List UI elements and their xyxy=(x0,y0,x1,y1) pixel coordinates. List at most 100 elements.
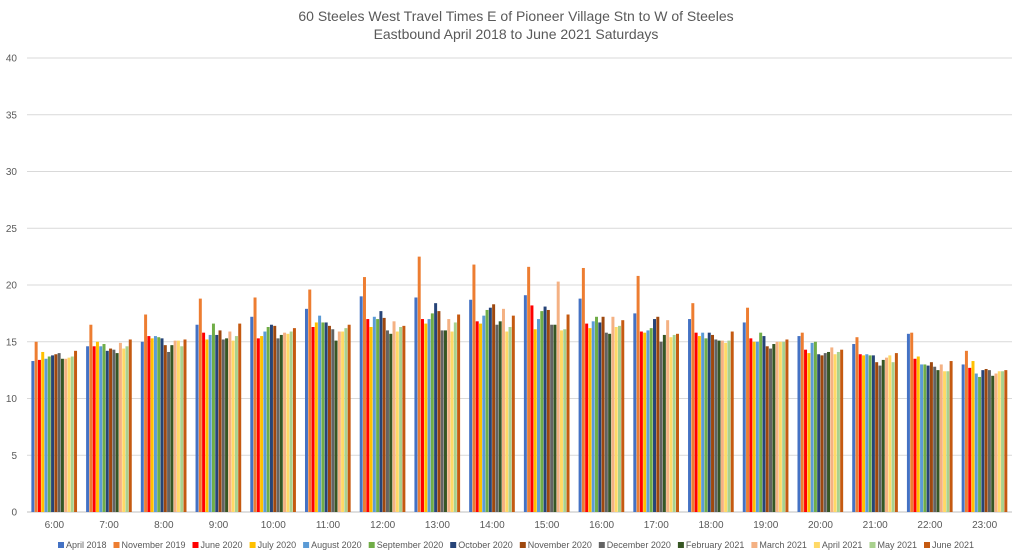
bar xyxy=(479,323,482,512)
bar xyxy=(717,340,721,512)
bar xyxy=(208,334,212,512)
bar xyxy=(974,373,978,512)
bar xyxy=(913,358,917,512)
y-tick-label: 35 xyxy=(6,110,18,121)
bar xyxy=(823,353,827,512)
x-tick-label: 10:00 xyxy=(261,520,286,531)
bar xyxy=(60,358,64,512)
bars xyxy=(31,256,1008,513)
bar xyxy=(785,339,789,512)
bar xyxy=(125,346,129,512)
bar xyxy=(427,319,431,512)
bar xyxy=(711,334,715,512)
bar xyxy=(546,309,550,512)
bar xyxy=(47,356,51,512)
bar xyxy=(150,338,154,512)
bar xyxy=(382,317,386,512)
bar xyxy=(250,316,254,512)
bar xyxy=(727,340,731,512)
y-axis-tick-labels: 0 5 10 15 20 25 30 35 40 xyxy=(6,54,18,519)
bar xyxy=(916,356,920,512)
bar xyxy=(775,341,779,512)
legend-label: July 2020 xyxy=(258,540,297,550)
legend-item: November 2020 xyxy=(519,540,592,550)
legend-label: June 2021 xyxy=(932,540,974,550)
x-tick-label: 7:00 xyxy=(99,520,119,531)
bar xyxy=(266,327,270,512)
chart-subtitle: Eastbound April 2018 to June 2021 Saturd… xyxy=(374,26,659,42)
bar xyxy=(70,356,74,512)
bar xyxy=(118,342,122,512)
bar xyxy=(414,297,418,512)
bar xyxy=(618,325,621,512)
bar xyxy=(402,325,406,512)
bar xyxy=(51,355,55,512)
legend-item: December 2020 xyxy=(598,540,671,550)
bar xyxy=(888,355,892,512)
legend-label: April 2018 xyxy=(66,540,107,550)
bar xyxy=(511,315,515,512)
y-tick-label: 0 xyxy=(11,508,17,519)
bar xyxy=(759,332,763,512)
bar xyxy=(556,281,560,512)
bar xyxy=(810,342,814,512)
bar xyxy=(41,351,45,512)
bar xyxy=(926,365,930,512)
legend: April 2018 November 2019 June 2020 July 202… xyxy=(58,540,974,550)
bar xyxy=(578,298,582,512)
y-tick-label: 15 xyxy=(6,337,18,348)
legend-item: May 2021 xyxy=(869,540,917,550)
bar xyxy=(991,375,995,512)
bar xyxy=(820,355,824,512)
bar xyxy=(170,345,174,512)
y-tick-label: 10 xyxy=(6,394,18,405)
bar xyxy=(115,353,119,512)
bar xyxy=(163,345,167,512)
bar xyxy=(636,275,640,512)
bar xyxy=(276,338,280,512)
legend-swatch xyxy=(598,542,605,548)
bar xyxy=(994,373,998,512)
bar xyxy=(981,370,985,513)
bar xyxy=(672,334,676,512)
bar xyxy=(836,351,840,512)
x-tick-label: 9:00 xyxy=(209,520,229,531)
bar xyxy=(978,376,982,512)
x-tick-label: 22:00 xyxy=(917,520,942,531)
bar xyxy=(987,370,991,513)
x-tick-label: 18:00 xyxy=(699,520,724,531)
x-tick-label: 14:00 xyxy=(480,520,505,531)
bar xyxy=(585,323,589,512)
bar xyxy=(440,330,444,512)
y-tick-label: 25 xyxy=(6,224,18,235)
bar xyxy=(720,340,724,512)
bar xyxy=(827,351,831,512)
bar xyxy=(160,338,164,512)
bar xyxy=(292,328,296,512)
bar xyxy=(279,334,283,512)
bar xyxy=(228,331,232,512)
bar xyxy=(344,328,348,512)
bar xyxy=(482,315,486,512)
bar xyxy=(311,327,315,512)
bar xyxy=(176,340,180,512)
bar xyxy=(202,332,206,512)
bar xyxy=(86,346,90,512)
bar xyxy=(742,322,746,512)
bar xyxy=(910,332,914,512)
bar xyxy=(964,350,968,512)
bar xyxy=(331,329,335,512)
gridlines xyxy=(27,57,1012,513)
bar xyxy=(102,344,106,512)
bar xyxy=(694,332,698,512)
bar xyxy=(588,328,592,512)
bar xyxy=(543,306,547,512)
bar xyxy=(112,349,116,512)
bar xyxy=(379,311,383,512)
x-tick-label: 8:00 xyxy=(154,520,174,531)
bar xyxy=(868,355,872,512)
legend-swatch xyxy=(192,542,199,548)
bar xyxy=(324,322,328,512)
legend-swatch xyxy=(677,542,684,548)
